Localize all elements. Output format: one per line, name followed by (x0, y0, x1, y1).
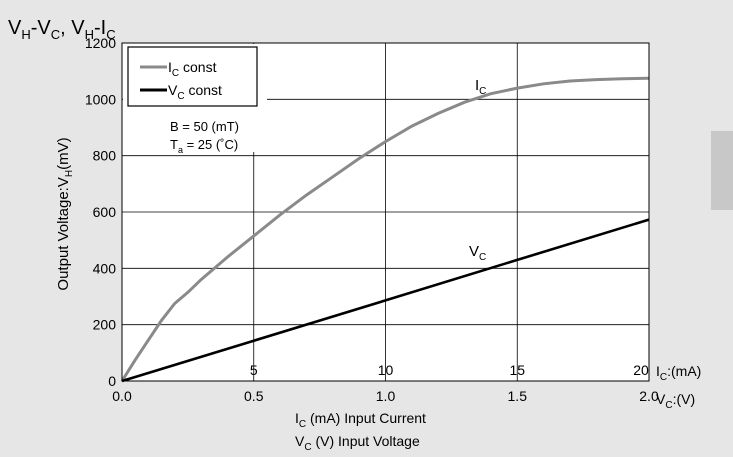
vc-unit-pre: V (656, 391, 666, 407)
inner-tick-label: 5 (250, 362, 258, 378)
ic-unit-label: IC:(mA) (656, 363, 701, 383)
condition-ta: Ta = 25 (˚C) (170, 137, 238, 155)
xlabel-vc-post: (V) Input Voltage (312, 433, 420, 449)
x-tick-label: 2.0 (639, 388, 659, 404)
title-p3: , V (60, 17, 85, 39)
y-tick-label: 600 (93, 204, 117, 220)
curve-label-vc: VC (469, 243, 486, 263)
vc-unit-label: VC:(V) (656, 391, 695, 411)
legend-vc-sub: C (177, 91, 184, 102)
x-tick-label: 1.5 (508, 388, 528, 404)
curve-vc-pre: V (469, 243, 479, 260)
ylabel-pre: Output Voltage:V (55, 177, 72, 290)
condition-b: B = 50 (mT) (170, 119, 239, 134)
plot-border (121, 42, 650, 382)
ta-pre: T (170, 137, 178, 152)
ic-unit-post: :(mA) (667, 363, 701, 379)
legend-ic-label: IC const (168, 59, 217, 79)
title-p4: -I (94, 17, 106, 39)
y-tick-label: 800 (93, 148, 117, 164)
inner-tick-label: 15 (509, 362, 525, 378)
x-tick-labels: 0.0 0.5 1.0 1.5 2.0 (112, 388, 659, 404)
ta-post: = 25 (˚C) (183, 137, 238, 152)
ylabel-sub: H (64, 170, 75, 177)
inner-tick-label: 20 (633, 362, 649, 378)
y-tick-label: 400 (93, 260, 117, 276)
ic-unit-pre: I (656, 363, 660, 379)
ta-sub: a (178, 145, 183, 155)
x-tick-label: 0.0 (112, 388, 132, 404)
x-tick-label: 1.0 (376, 388, 396, 404)
xlabel-ic-sub: C (299, 419, 306, 430)
inner-tick-labels: 5 10 15 20 (250, 362, 649, 378)
legend-vc-pre: V (168, 82, 178, 98)
xlabel-ic-post: (mA) Input Current (306, 410, 426, 426)
curve-ic-sub: C (479, 86, 486, 97)
title-p1: V (8, 17, 22, 39)
x-tick-label: 0.5 (244, 388, 264, 404)
legend-ic-sub: C (172, 68, 179, 79)
y-tick-label: 0 (108, 373, 116, 389)
y-tick-label: 1200 (85, 35, 116, 51)
grid (122, 43, 649, 381)
title-s2: C (51, 27, 60, 42)
curve-vc-sub: C (479, 252, 486, 263)
title-s4: C (106, 27, 115, 42)
inner-tick-label: 10 (378, 362, 394, 378)
vc-unit-sub: C (665, 400, 672, 411)
legend-vc-post: const (185, 82, 222, 98)
title-s3: H (85, 27, 94, 42)
title-p2: -V (31, 17, 52, 39)
ylabel-post: (mV) (55, 137, 72, 170)
vc-unit-post: :(V) (673, 391, 696, 407)
ic-unit-sub: C (660, 372, 667, 383)
chart-title: VH-VC, VH-IC (8, 17, 116, 42)
xlabel-ic-pre: I (295, 410, 299, 426)
y-tick-labels: 0 200 400 600 800 1000 1200 (85, 35, 116, 389)
series-vc-line (121, 218, 650, 383)
legend-box (127, 46, 258, 107)
curve-label-ic: IC (475, 77, 486, 97)
legend-ic-pre: I (168, 59, 172, 75)
y-tick-label: 200 (93, 317, 117, 333)
legend-vc-label: VC const (168, 82, 222, 102)
curve-ic-pre: I (475, 77, 479, 94)
xlabel-vc: VC (V) Input Voltage (295, 433, 420, 453)
y-tick-label: 1000 (85, 91, 116, 107)
title-s1: H (21, 27, 30, 42)
side-tab[interactable] (711, 131, 733, 210)
legend-ic-post: const (179, 59, 216, 75)
xlabel-ic: IC (mA) Input Current (295, 410, 426, 430)
series-ic-line (120, 76, 650, 382)
y-axis-label: Output Voltage:VH(mV) (55, 137, 75, 290)
xlabel-vc-sub: C (304, 442, 311, 453)
xlabel-vc-pre: V (295, 433, 305, 449)
